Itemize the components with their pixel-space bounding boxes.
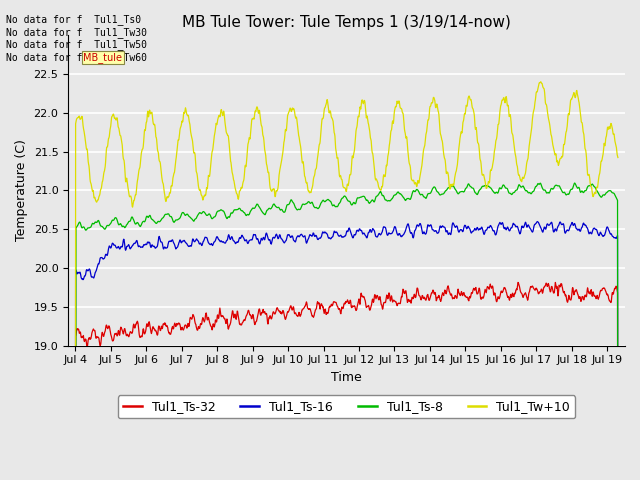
X-axis label: Time: Time	[332, 371, 362, 384]
Y-axis label: Temperature (C): Temperature (C)	[15, 140, 28, 241]
Text: MB_tule: MB_tule	[83, 52, 122, 63]
Text: No data for f  Tul1_Ts0
No data for f  Tul1_Tw30
No data for f  Tul1_Tw50
No dat: No data for f Tul1_Ts0 No data for f Tul…	[6, 14, 147, 63]
Legend: Tul1_Ts-32, Tul1_Ts-16, Tul1_Ts-8, Tul1_Tw+10: Tul1_Ts-32, Tul1_Ts-16, Tul1_Ts-8, Tul1_…	[118, 396, 575, 418]
Title: MB Tule Tower: Tule Temps 1 (3/19/14-now): MB Tule Tower: Tule Temps 1 (3/19/14-now…	[182, 15, 511, 30]
